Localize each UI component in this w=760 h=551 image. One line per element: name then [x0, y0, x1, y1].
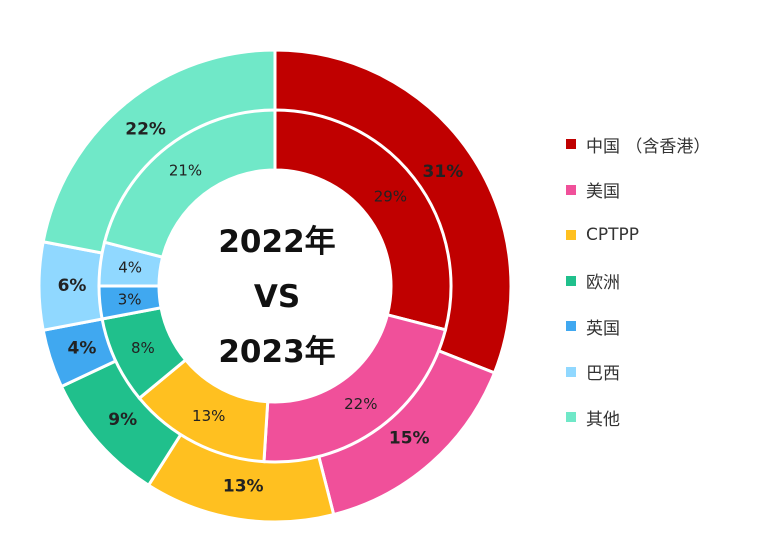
- center-vs: VS: [253, 279, 301, 315]
- inner-slice-china[interactable]: [273, 108, 453, 332]
- legend-item-europe[interactable]: 欧洲: [566, 271, 746, 293]
- legend-swatch: [566, 366, 576, 377]
- legend-label: 中国 （含香港）: [586, 136, 711, 157]
- inner-slice-usa[interactable]: [262, 313, 448, 464]
- legend-swatch: [566, 275, 576, 286]
- legend-swatch: [566, 230, 576, 240]
- legend-swatch: [566, 321, 576, 331]
- center-year-2022: 2022年: [218, 224, 336, 260]
- legend-label: CPTPP: [586, 225, 640, 245]
- outer-label-cptpp: 13%: [223, 477, 264, 497]
- legend: 中国 （含香港） 美国 CPTPP 欧洲 英国 巴西 其他: [566, 134, 746, 453]
- legend-label: 美国: [586, 182, 620, 202]
- inner-label-europe: 8%: [131, 339, 155, 357]
- legend-swatch: [566, 412, 576, 422]
- legend-item-usa[interactable]: 美国: [566, 180, 746, 202]
- legend-swatch: [566, 184, 576, 195]
- legend-item-other[interactable]: 其他: [566, 407, 746, 430]
- legend-label: 巴西: [586, 364, 620, 384]
- inner-ring: [97, 108, 453, 464]
- legend-item-uk[interactable]: 英国: [566, 316, 746, 339]
- outer-label-other: 22%: [125, 120, 166, 140]
- inner-label-usa: 22%: [344, 395, 377, 413]
- inner-label-china: 29%: [374, 188, 407, 206]
- outer-label-china: 31%: [423, 162, 464, 182]
- center-year-2023: 2023年: [218, 334, 336, 370]
- inner-label-cptpp: 13%: [192, 407, 225, 425]
- legend-label: 英国: [586, 318, 620, 339]
- legend-swatch: [566, 139, 576, 149]
- legend-item-brazil[interactable]: 巴西: [566, 362, 746, 384]
- legend-label: 欧洲: [586, 273, 620, 293]
- outer-label-europe: 9%: [108, 410, 137, 430]
- legend-item-cptpp[interactable]: CPTPP: [566, 225, 746, 245]
- outer-label-uk: 4%: [67, 339, 96, 359]
- inner-label-other: 21%: [169, 162, 202, 180]
- slice-labels: 31% 15% 13% 9% 4% 6% 22% 29% 22% 13% 8% 3% 4% 21%: [58, 120, 464, 497]
- legend-label: 其他: [586, 409, 620, 430]
- inner-slice-other[interactable]: [102, 108, 277, 259]
- inner-label-brazil: 4%: [118, 259, 142, 277]
- outer-label-brazil: 6%: [58, 276, 87, 296]
- inner-label-uk: 3%: [118, 291, 142, 309]
- legend-item-china[interactable]: 中国 （含香港）: [566, 134, 746, 157]
- outer-label-usa: 15%: [389, 428, 430, 448]
